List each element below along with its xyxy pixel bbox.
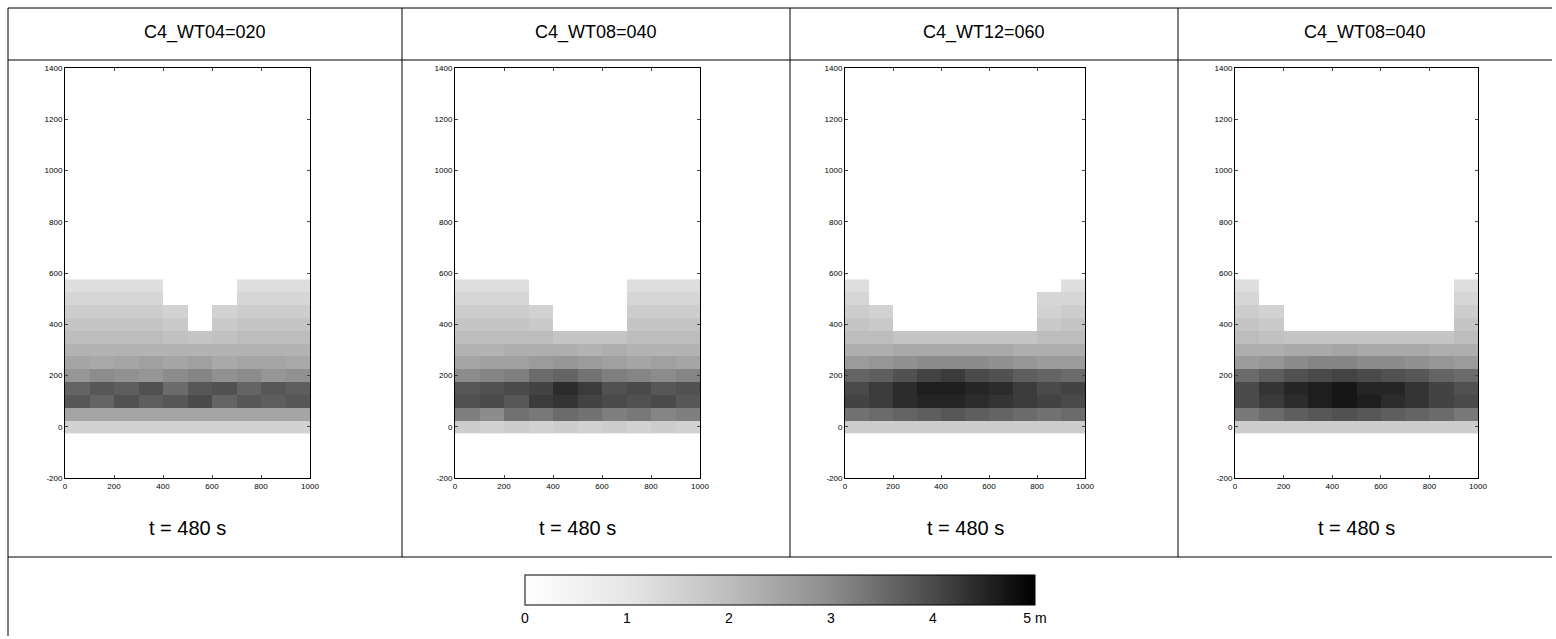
- svg-text:1000: 1000: [301, 482, 319, 491]
- svg-text:t = 480 s: t = 480 s: [149, 517, 226, 539]
- svg-text:1200: 1200: [435, 115, 453, 124]
- svg-text:5 m: 5 m: [1023, 610, 1046, 626]
- svg-text:C4_WT08=040: C4_WT08=040: [1304, 22, 1426, 43]
- svg-text:C4_WT04=020: C4_WT04=020: [144, 22, 266, 43]
- svg-text:0: 0: [58, 423, 63, 432]
- svg-text:1000: 1000: [1469, 482, 1487, 491]
- svg-text:400: 400: [1219, 320, 1233, 329]
- svg-text:800: 800: [49, 218, 63, 227]
- svg-text:1000: 1000: [1076, 482, 1094, 491]
- svg-text:0: 0: [838, 423, 843, 432]
- svg-text:600: 600: [205, 482, 219, 491]
- svg-text:600: 600: [1219, 269, 1233, 278]
- svg-text:0: 0: [63, 482, 68, 491]
- svg-text:800: 800: [1219, 218, 1233, 227]
- svg-text:0: 0: [1228, 423, 1233, 432]
- svg-text:200: 200: [829, 371, 843, 380]
- svg-text:1400: 1400: [1215, 64, 1233, 73]
- svg-text:1: 1: [623, 610, 631, 626]
- svg-text:400: 400: [934, 482, 948, 491]
- svg-text:1000: 1000: [825, 166, 843, 175]
- svg-text:600: 600: [1374, 482, 1388, 491]
- svg-text:t = 480 s: t = 480 s: [1318, 517, 1395, 539]
- svg-text:1200: 1200: [45, 115, 63, 124]
- svg-text:t = 480 s: t = 480 s: [539, 517, 616, 539]
- svg-text:3: 3: [827, 610, 835, 626]
- svg-text:200: 200: [1219, 371, 1233, 380]
- svg-text:t = 480 s: t = 480 s: [927, 517, 1004, 539]
- svg-text:600: 600: [595, 482, 609, 491]
- svg-text:1400: 1400: [45, 64, 63, 73]
- svg-text:800: 800: [1030, 482, 1044, 491]
- svg-text:C4_WT12=060: C4_WT12=060: [923, 22, 1045, 43]
- svg-text:1400: 1400: [435, 64, 453, 73]
- svg-text:1000: 1000: [1215, 166, 1233, 175]
- svg-text:600: 600: [829, 269, 843, 278]
- svg-text:600: 600: [982, 482, 996, 491]
- svg-text:400: 400: [1326, 482, 1340, 491]
- svg-text:200: 200: [886, 482, 900, 491]
- svg-text:400: 400: [49, 320, 63, 329]
- svg-text:600: 600: [439, 269, 453, 278]
- svg-text:200: 200: [439, 371, 453, 380]
- svg-text:1000: 1000: [435, 166, 453, 175]
- svg-text:800: 800: [439, 218, 453, 227]
- svg-text:200: 200: [107, 482, 121, 491]
- svg-text:400: 400: [546, 482, 560, 491]
- svg-text:1200: 1200: [1215, 115, 1233, 124]
- svg-text:0: 0: [448, 423, 453, 432]
- svg-text:1000: 1000: [691, 482, 709, 491]
- svg-text:-200: -200: [436, 474, 453, 483]
- svg-text:0: 0: [453, 482, 458, 491]
- svg-text:0: 0: [843, 482, 848, 491]
- svg-text:0: 0: [1233, 482, 1238, 491]
- svg-text:-200: -200: [826, 474, 843, 483]
- svg-text:C4_WT08=040: C4_WT08=040: [535, 22, 657, 43]
- svg-text:-200: -200: [1216, 474, 1233, 483]
- svg-text:1000: 1000: [45, 166, 63, 175]
- svg-text:-200: -200: [46, 474, 63, 483]
- svg-text:800: 800: [254, 482, 268, 491]
- svg-text:200: 200: [1277, 482, 1291, 491]
- svg-text:4: 4: [929, 610, 937, 626]
- svg-text:1400: 1400: [825, 64, 843, 73]
- svg-text:2: 2: [725, 610, 733, 626]
- svg-text:800: 800: [1423, 482, 1437, 491]
- svg-text:400: 400: [156, 482, 170, 491]
- svg-text:600: 600: [49, 269, 63, 278]
- svg-text:0: 0: [521, 610, 529, 626]
- svg-text:800: 800: [644, 482, 658, 491]
- svg-text:200: 200: [497, 482, 511, 491]
- svg-text:400: 400: [439, 320, 453, 329]
- svg-text:1200: 1200: [825, 115, 843, 124]
- svg-text:800: 800: [829, 218, 843, 227]
- svg-text:400: 400: [829, 320, 843, 329]
- svg-text:200: 200: [49, 371, 63, 380]
